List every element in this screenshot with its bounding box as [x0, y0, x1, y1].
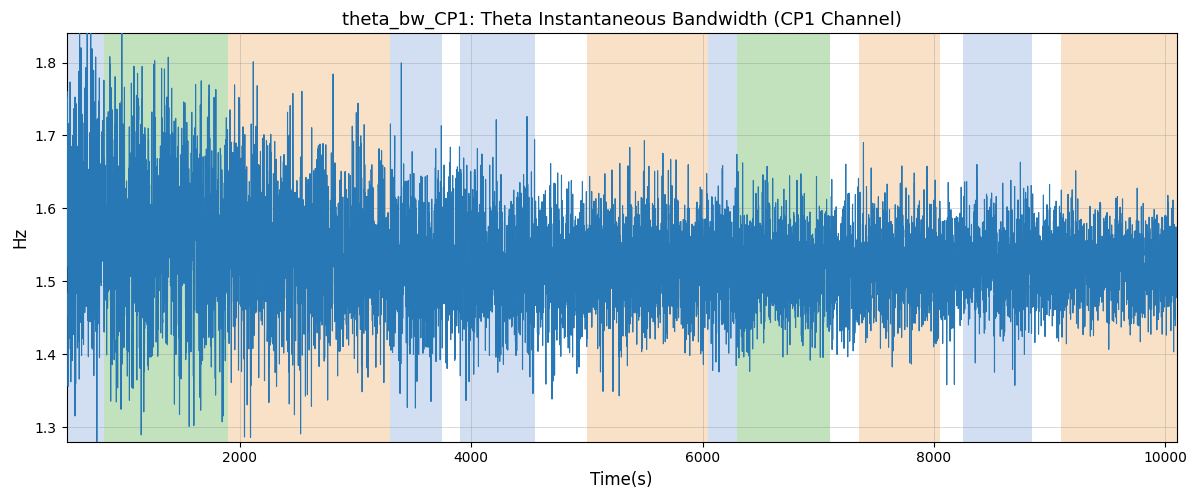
Bar — [859, 34, 940, 442]
Bar — [66, 34, 103, 442]
Bar — [962, 34, 1032, 442]
Bar — [228, 34, 390, 442]
Bar — [587, 34, 708, 442]
Bar — [103, 34, 228, 442]
Bar — [390, 34, 443, 442]
Bar — [460, 34, 535, 442]
Bar — [708, 34, 737, 442]
Bar — [737, 34, 829, 442]
Title: theta_bw_CP1: Theta Instantaneous Bandwidth (CP1 Channel): theta_bw_CP1: Theta Instantaneous Bandwi… — [342, 11, 901, 30]
X-axis label: Time(s): Time(s) — [590, 471, 653, 489]
Y-axis label: Hz: Hz — [11, 227, 29, 248]
Bar — [1061, 34, 1177, 442]
